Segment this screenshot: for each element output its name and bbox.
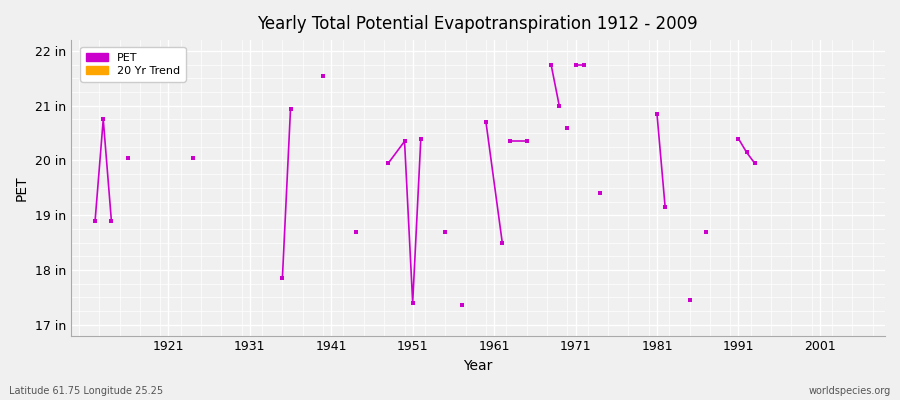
Point: [650, 111, 664, 117]
Point: [381, 160, 395, 166]
Point: [397, 138, 411, 144]
Point: [495, 239, 509, 246]
Text: worldspecies.org: worldspecies.org: [809, 386, 891, 396]
Point: [503, 138, 517, 144]
Point: [454, 302, 469, 309]
Point: [698, 228, 713, 235]
Y-axis label: PET: PET: [15, 175, 29, 201]
Point: [748, 160, 762, 166]
Text: Latitude 61.75 Longitude 25.25: Latitude 61.75 Longitude 25.25: [9, 386, 163, 396]
Point: [740, 149, 754, 156]
Point: [316, 72, 330, 79]
Point: [438, 228, 453, 235]
Legend: PET, 20 Yr Trend: PET, 20 Yr Trend: [80, 47, 185, 82]
Point: [479, 119, 493, 125]
Point: [593, 190, 608, 196]
Point: [658, 204, 672, 210]
Point: [569, 62, 583, 68]
Point: [682, 297, 697, 303]
Point: [406, 300, 420, 306]
Point: [560, 124, 574, 131]
Title: Yearly Total Potential Evapotranspiration 1912 - 2009: Yearly Total Potential Evapotranspiratio…: [257, 15, 698, 33]
Point: [519, 138, 534, 144]
Point: [552, 102, 566, 109]
Point: [284, 105, 298, 112]
Point: [577, 62, 591, 68]
Point: [121, 154, 135, 161]
Point: [185, 154, 200, 161]
Point: [275, 275, 290, 281]
X-axis label: Year: Year: [464, 359, 492, 373]
Point: [88, 218, 103, 224]
Point: [731, 136, 745, 142]
Point: [104, 218, 119, 224]
Point: [96, 116, 111, 123]
Point: [544, 62, 558, 68]
Point: [348, 228, 363, 235]
Point: [414, 136, 428, 142]
